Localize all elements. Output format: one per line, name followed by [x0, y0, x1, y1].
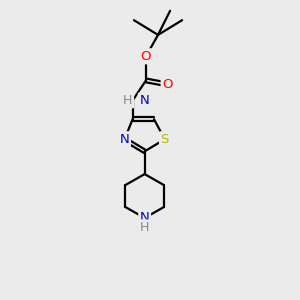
Text: H: H — [140, 221, 149, 234]
Text: N: N — [140, 212, 149, 224]
Text: O: O — [162, 78, 172, 91]
Text: N: N — [120, 133, 129, 146]
Text: H: H — [123, 94, 133, 107]
Text: S: S — [160, 133, 169, 146]
Text: O: O — [141, 50, 151, 63]
Text: N: N — [139, 94, 149, 107]
